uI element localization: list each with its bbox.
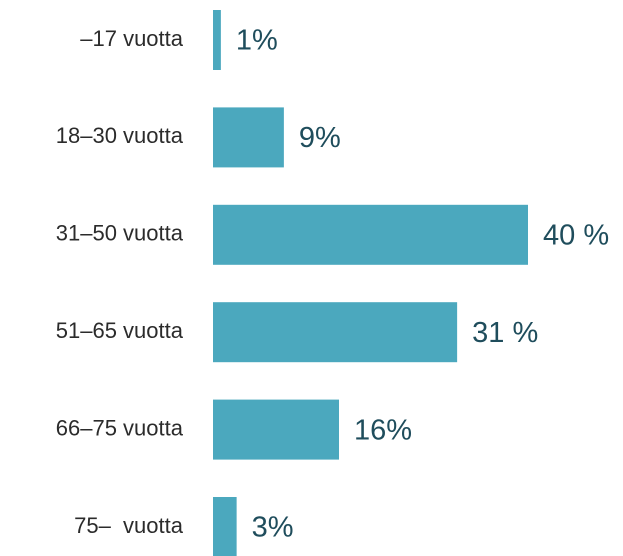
value-label: 16% [354, 414, 412, 446]
value-label: 1% [236, 25, 278, 57]
value-label: 31 % [472, 317, 538, 349]
bar [213, 10, 221, 70]
category-label: 75– vuotta [74, 513, 184, 538]
bar [213, 302, 458, 363]
value-label: 3% [252, 512, 294, 544]
category-label: –17 vuotta [80, 26, 184, 51]
value-label: 9% [299, 122, 341, 154]
bar [213, 399, 339, 460]
bar [213, 204, 528, 265]
category-label: 18–30 vuotta [56, 123, 184, 148]
bar [213, 107, 284, 168]
bar [213, 497, 237, 556]
category-label: 66–75 vuotta [56, 415, 184, 440]
category-label: 51–65 vuotta [56, 318, 184, 343]
category-label: 31–50 vuotta [56, 221, 184, 246]
value-label: 40 % [543, 219, 609, 251]
